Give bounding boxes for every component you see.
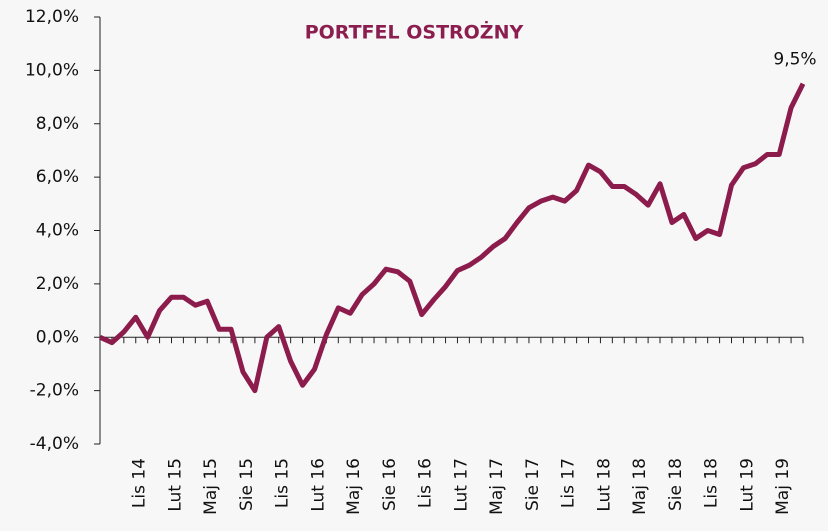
data-label: 9,5%	[773, 50, 816, 70]
x-tick-label: Lis 18	[702, 458, 722, 508]
x-tick-label: Sie 15	[237, 458, 257, 511]
y-tick-label: -4,0%	[30, 434, 79, 454]
x-tick-label: Lis 16	[416, 458, 436, 508]
y-tick-label: 0,0%	[36, 327, 79, 347]
x-tick-label: Lut 16	[308, 458, 328, 512]
x-tick-label: Sie 16	[380, 458, 400, 511]
x-tick-label: Maj 16	[344, 458, 364, 515]
y-tick-label: 6,0%	[36, 167, 79, 187]
x-tick-label: Lut 19	[737, 458, 757, 512]
x-tick-label: Maj 18	[630, 458, 650, 515]
x-tick-label: Lis 14	[130, 458, 150, 508]
y-tick-label: 4,0%	[36, 221, 79, 241]
x-tick-label: Lut 17	[451, 458, 471, 512]
x-tick-label: Lis 17	[559, 458, 579, 508]
y-tick-label: -2,0%	[30, 381, 79, 401]
x-tick-label: Maj 19	[773, 458, 793, 515]
x-tick-label: Sie 18	[666, 458, 686, 511]
x-tick-label: Maj 17	[487, 458, 507, 515]
x-tick-label: Maj 15	[201, 458, 221, 515]
x-tick-label: Lut 15	[165, 458, 185, 512]
y-tick-label: 2,0%	[36, 274, 79, 294]
line	[98, 82, 806, 394]
x-tick-label: Lut 18	[594, 458, 614, 512]
y-tick-label: 12,0%	[25, 7, 79, 27]
y-tick-label: 10,0%	[25, 60, 79, 80]
x-tick-label: Sie 17	[523, 458, 543, 511]
x-tick-label: Lis 15	[273, 458, 293, 508]
y-tick-label: 8,0%	[36, 114, 79, 134]
chart-title: PORTFEL OSTROŻNY	[305, 20, 524, 44]
